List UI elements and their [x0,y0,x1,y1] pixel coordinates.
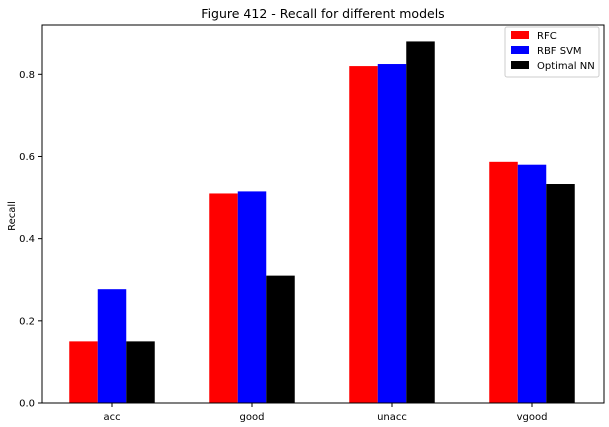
x-tick-label-acc: acc [103,412,120,423]
legend-label-rfc: RFC [537,31,557,42]
y-ticks: 0.0 0.2 0.4 0.6 0.8 [19,70,42,410]
legend: RFC RBF SVM Optimal NN [504,26,600,78]
x-ticks: acc good unacc vgood [103,403,547,423]
bar-rfc-good [209,193,238,403]
legend-swatch-rbf-svm [511,46,529,54]
bars-layer [69,41,575,404]
x-tick-label-good: good [240,412,265,423]
axes-frame [41,24,605,404]
legend-label-rbf-svm: RBF SVM [537,46,582,57]
x-tick-label-unacc: unacc [377,412,407,423]
bar-rbf-svm-vgood [517,164,547,403]
chart-title: Figure 412 - Recall for different models [201,6,444,21]
y-tick-label: 0.4 [19,234,35,245]
bar-rfc-unacc [349,66,378,403]
y-axis-label: Recall [7,201,18,231]
bar-optimal-nn-good [266,275,295,403]
bar-optimal-nn-vgood [546,184,575,403]
y-tick-label: 0.2 [19,316,35,327]
legend-swatch-rfc [511,31,529,39]
y-tick-label: 0.6 [19,152,35,163]
bar-rfc-acc [69,341,98,403]
bar-rbf-svm-unacc [377,64,407,403]
bar-rbf-svm-good [237,191,267,403]
y-tick-label: 0.8 [19,70,35,81]
bar-optimal-nn-acc [126,341,155,403]
legend-label-optimal-nn: Optimal NN [537,61,595,72]
legend-swatch-optimal-nn [511,61,529,69]
bar-rfc-vgood [489,161,518,403]
y-tick-label: 0.0 [19,399,35,410]
x-tick-label-vgood: vgood [517,412,548,423]
bar-optimal-nn-unacc [406,41,435,404]
bar-rbf-svm-acc [97,289,127,403]
